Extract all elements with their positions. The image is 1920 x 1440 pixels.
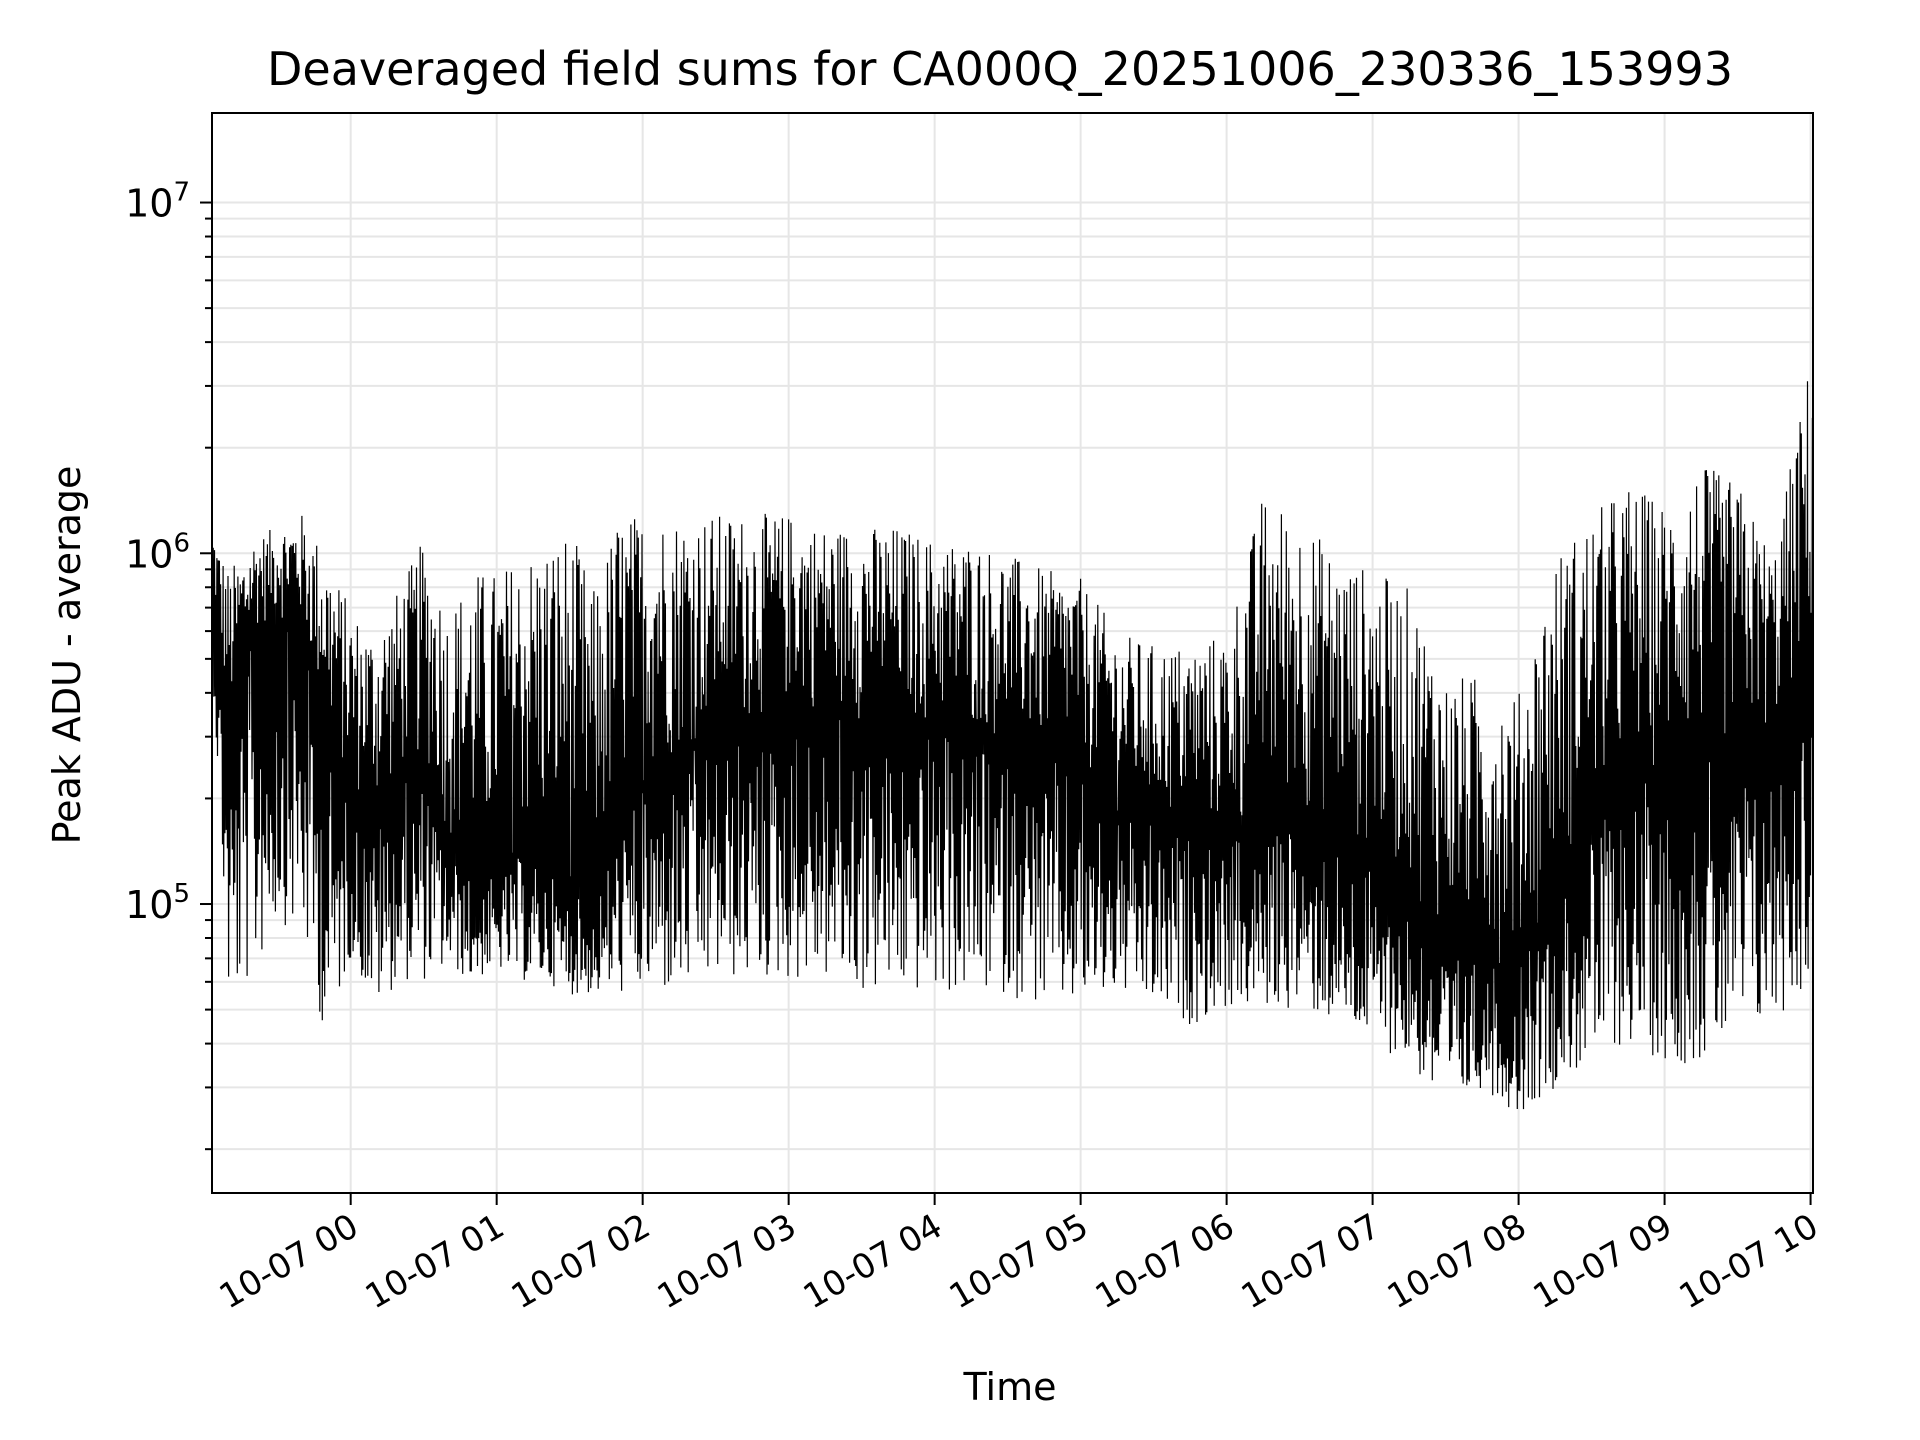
x-tick-label: 10-07 06 (1089, 1206, 1241, 1317)
y-tick-label: 106 (125, 528, 190, 576)
plot-frame (211, 112, 1814, 1194)
y-tick-label: 105 (125, 879, 190, 927)
x-tick-label: 10-07 03 (651, 1206, 803, 1317)
x-tick-label: 10-07 07 (1235, 1206, 1387, 1317)
x-axis-label: Time (963, 1365, 1057, 1409)
x-tick-label: 10-07 08 (1381, 1206, 1533, 1317)
x-tick-label: 10-07 04 (797, 1206, 949, 1317)
x-tick-label: 10-07 10 (1673, 1206, 1825, 1317)
x-tick-label: 10-07 09 (1527, 1206, 1679, 1317)
series-path (211, 381, 1814, 1110)
y-axis: 105 106 107 (125, 178, 212, 1151)
y-tick-label: 107 (125, 178, 190, 226)
series-line (211, 381, 1814, 1110)
x-tick-label: 10-07 02 (505, 1206, 657, 1317)
x-tick-label: 10-07 01 (359, 1206, 511, 1317)
x-tick-label: 10-07 00 (213, 1206, 365, 1317)
x-tick-label: 10-07 05 (943, 1206, 1095, 1317)
y-axis-label: Peak ADU - average (45, 466, 89, 845)
chart-title: Deaveraged field sums for CA000Q_2025100… (267, 42, 1733, 96)
